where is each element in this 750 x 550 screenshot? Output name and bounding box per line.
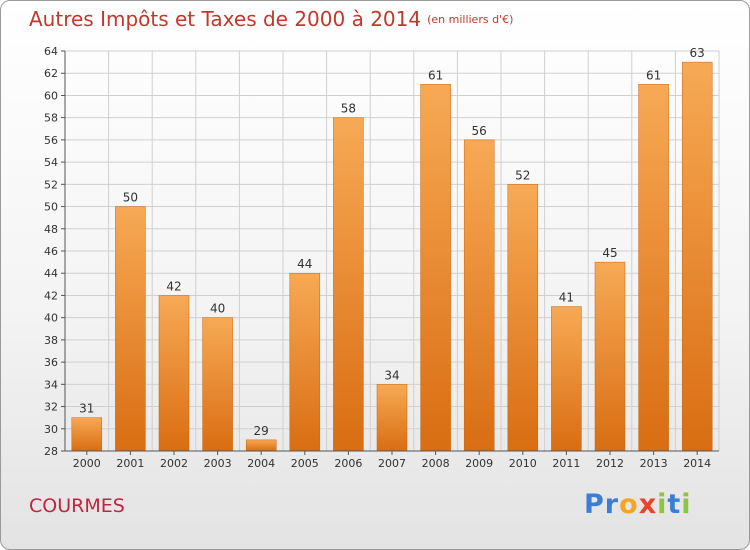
labels: 28 30 32 34 36 38 40 42 44 46 48 50 52 54 56 58 60 62 64 31… xyxy=(44,45,711,470)
bar xyxy=(463,139,495,452)
x-tick-label: 2007 xyxy=(378,457,406,470)
unit-note: (en milliers d'€) xyxy=(427,13,514,26)
y-tick-label: 60 xyxy=(44,89,58,102)
y-tick-label: 30 xyxy=(44,423,58,436)
data-label: 56 xyxy=(472,124,487,138)
y-tick-label: 54 xyxy=(44,156,58,169)
x-tick-label: 2011 xyxy=(552,457,580,470)
x-tick-label: 2006 xyxy=(334,457,362,470)
x-tick-label: 2013 xyxy=(640,457,668,470)
brand-logo: Proxiti xyxy=(584,489,692,520)
data-label: 40 xyxy=(210,302,225,316)
data-label: 50 xyxy=(123,191,138,205)
y-tick-label: 46 xyxy=(44,245,58,258)
bar xyxy=(289,272,321,452)
bar xyxy=(681,61,713,452)
brand-letter: i xyxy=(657,489,668,520)
bar xyxy=(594,261,626,452)
data-label: 45 xyxy=(602,246,617,260)
x-tick-label: 2001 xyxy=(116,457,144,470)
y-tick-label: 64 xyxy=(44,45,58,58)
y-tick-label: 42 xyxy=(44,289,58,302)
bar xyxy=(638,84,669,452)
data-label: 42 xyxy=(166,279,181,293)
bar xyxy=(245,439,277,452)
y-tick-label: 48 xyxy=(44,223,58,236)
y-tick-label: 38 xyxy=(44,334,58,347)
y-tick-label: 40 xyxy=(44,312,58,325)
x-tick-label: 2004 xyxy=(247,457,275,470)
bar xyxy=(333,117,364,452)
bar xyxy=(158,295,190,452)
data-label: 34 xyxy=(384,368,399,382)
x-tick-label: 2000 xyxy=(73,457,101,470)
x-tick-label: 2009 xyxy=(465,457,493,470)
x-tick-label: 2010 xyxy=(509,457,537,470)
y-tick-label: 44 xyxy=(44,267,58,280)
brand-letter: r xyxy=(604,489,620,520)
bar xyxy=(115,206,146,452)
x-tick-label: 2002 xyxy=(160,457,188,470)
bar xyxy=(71,417,103,452)
data-label: 63 xyxy=(690,46,705,60)
y-tick-label: 28 xyxy=(44,445,58,458)
town-name: COURMES xyxy=(29,495,125,517)
data-label: 41 xyxy=(559,291,574,305)
y-tick-label: 34 xyxy=(44,378,58,391)
chart-title-text: Autres Impôts et Taxes de 2000 à 2014 xyxy=(29,7,422,31)
data-label: 61 xyxy=(646,68,661,82)
axes xyxy=(61,50,719,455)
brand-letter: P xyxy=(584,489,605,520)
bar xyxy=(202,317,233,452)
data-label: 29 xyxy=(254,424,269,438)
brand-letter: o xyxy=(619,489,639,520)
x-tick-label: 2008 xyxy=(422,457,450,470)
data-label: 44 xyxy=(297,257,312,271)
y-tick-label: 52 xyxy=(44,178,58,191)
bars xyxy=(71,61,713,452)
y-tick-label: 56 xyxy=(44,134,58,147)
chart-title: Autres Impôts et Taxes de 2000 à 2014 (en… xyxy=(29,7,513,31)
brand-letter: x xyxy=(638,489,658,520)
x-tick-label: 2014 xyxy=(683,457,711,470)
bar xyxy=(507,184,539,452)
data-label: 31 xyxy=(79,402,94,416)
y-tick-label: 32 xyxy=(44,401,58,414)
x-tick-label: 2003 xyxy=(204,457,232,470)
data-label: 61 xyxy=(428,68,443,82)
bar xyxy=(420,84,451,452)
y-tick-label: 50 xyxy=(44,201,58,214)
bar xyxy=(376,384,408,452)
y-tick-label: 36 xyxy=(44,356,58,369)
x-tick-label: 2012 xyxy=(596,457,624,470)
x-tick-label: 2005 xyxy=(291,457,319,470)
data-label: 52 xyxy=(515,168,530,182)
bar xyxy=(551,306,582,452)
data-label: 58 xyxy=(341,102,356,116)
brand-letter: i xyxy=(681,489,692,520)
brand-letter: t xyxy=(667,489,682,520)
y-tick-label: 62 xyxy=(44,67,58,80)
y-tick-label: 58 xyxy=(44,112,58,125)
